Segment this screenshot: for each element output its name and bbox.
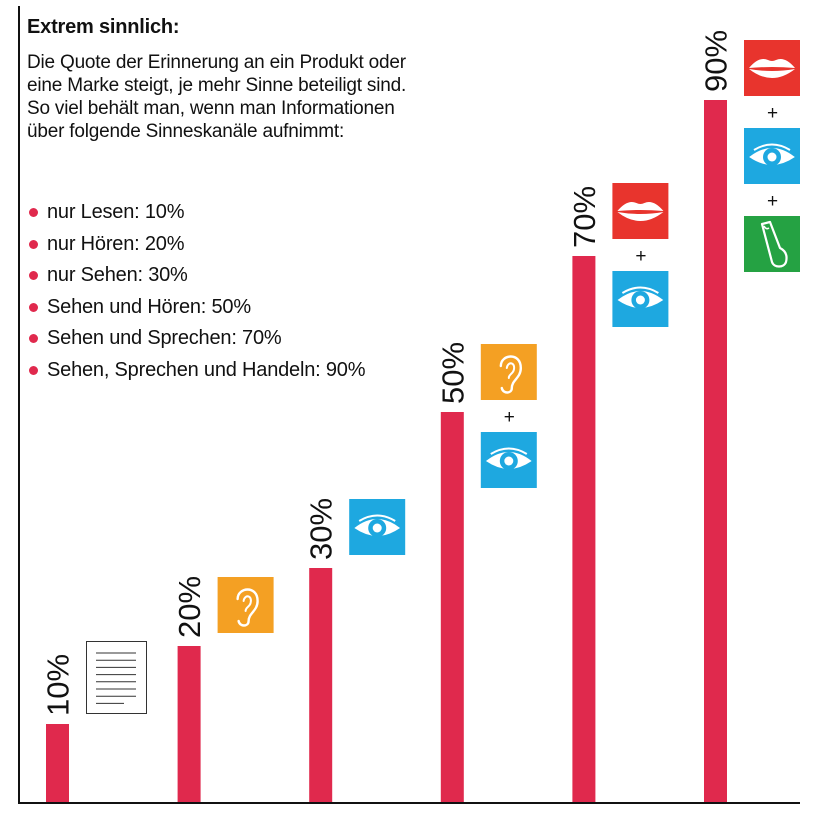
mouth-icon-bg bbox=[612, 183, 669, 239]
bar bbox=[572, 256, 596, 802]
bar-value-label: 90% bbox=[699, 30, 734, 92]
mouth-icon-bg bbox=[744, 40, 800, 96]
eye-icon-lid bbox=[621, 286, 659, 294]
plus-sign: + bbox=[767, 103, 778, 124]
ear-icon-inner bbox=[505, 362, 516, 379]
icon-group bbox=[86, 641, 147, 714]
bullet-dot-icon bbox=[29, 334, 38, 344]
eye-icon-pupil bbox=[767, 152, 777, 162]
bar-value-label: 10% bbox=[41, 654, 76, 716]
icon-group bbox=[349, 499, 406, 555]
legend-item-label: nur Lesen: 10% bbox=[47, 201, 185, 223]
icon-group: + bbox=[612, 183, 669, 327]
plus-sign: + bbox=[767, 191, 778, 212]
bullet-dot-icon bbox=[29, 302, 38, 312]
y-axis-line bbox=[18, 6, 20, 804]
bar bbox=[704, 100, 727, 802]
legend-item-label: nur Sehen: 30% bbox=[47, 264, 188, 286]
eye-icon-lid bbox=[753, 143, 791, 151]
legend: nur Lesen: 10% nur Hören: 20% nur Sehen:… bbox=[29, 197, 365, 386]
mouth-icon-lower-lip bbox=[617, 212, 664, 221]
legend-item: Sehen, Sprechen und Handeln: 90% bbox=[29, 355, 365, 387]
ear-icon-inner bbox=[242, 595, 252, 612]
legend-item: Sehen und Hören: 50% bbox=[29, 292, 365, 324]
legend-item-label: nur Hören: 20% bbox=[47, 232, 185, 255]
ear-icon-outline bbox=[499, 355, 523, 394]
x-axis-line bbox=[18, 802, 800, 804]
bullet-dot-icon bbox=[29, 365, 38, 375]
mouth-icon-upper-lip bbox=[749, 59, 795, 68]
bar-value-label: 50% bbox=[435, 342, 470, 404]
mouth-icon-lower-lip bbox=[749, 69, 795, 78]
legend-item-label: Sehen, Sprechen und Handeln: 90% bbox=[47, 358, 366, 381]
bar bbox=[46, 724, 69, 802]
bar-value-label: 70% bbox=[567, 186, 602, 248]
eye-icon-lid bbox=[358, 514, 396, 522]
plus-sign: + bbox=[635, 246, 646, 267]
chart-description: Die Quote der Erinnerung an ein Produkt … bbox=[27, 52, 407, 142]
hand-icon-finger bbox=[760, 220, 788, 268]
icon-group: + bbox=[480, 344, 537, 488]
bullet-dot-icon bbox=[29, 208, 38, 218]
eye-icon-pupil bbox=[504, 456, 514, 466]
mouth-icon-upper-lip bbox=[617, 202, 664, 211]
eye-icon-lid bbox=[490, 447, 528, 455]
icon-group bbox=[217, 577, 274, 633]
legend-item: Sehen und Sprechen: 70% bbox=[29, 323, 365, 355]
legend-item: nur Sehen: 30% bbox=[29, 260, 365, 292]
plus-sign: + bbox=[504, 407, 515, 428]
bar-value-label: 30% bbox=[304, 498, 339, 560]
ear-icon-outline bbox=[236, 588, 259, 627]
bar bbox=[177, 646, 201, 802]
bar bbox=[440, 412, 464, 802]
bar bbox=[309, 568, 333, 802]
bullet-dot-icon bbox=[29, 239, 38, 249]
chart-intro: Extrem sinnlich: Die Quote der Erinnerun… bbox=[27, 16, 407, 143]
ear-icon-bg bbox=[217, 577, 274, 633]
legend-item-label: Sehen und Sprechen: 70% bbox=[47, 327, 282, 349]
legend-item: nur Hören: 20% bbox=[29, 229, 365, 261]
ear-icon-bg bbox=[480, 344, 537, 400]
bar-value-label: 20% bbox=[172, 576, 207, 638]
hand-icon-nail bbox=[763, 225, 770, 230]
document-icon-page bbox=[86, 641, 147, 714]
legend-item-label: Sehen und Hören: 50% bbox=[47, 295, 251, 318]
eye-icon-pupil bbox=[635, 295, 645, 305]
bullet-dot-icon bbox=[29, 271, 38, 281]
chart-title: Extrem sinnlich: bbox=[27, 16, 180, 38]
eye-icon-pupil bbox=[372, 523, 382, 533]
legend-item: nur Lesen: 10% bbox=[29, 197, 365, 229]
icon-group: ++ bbox=[744, 40, 800, 272]
